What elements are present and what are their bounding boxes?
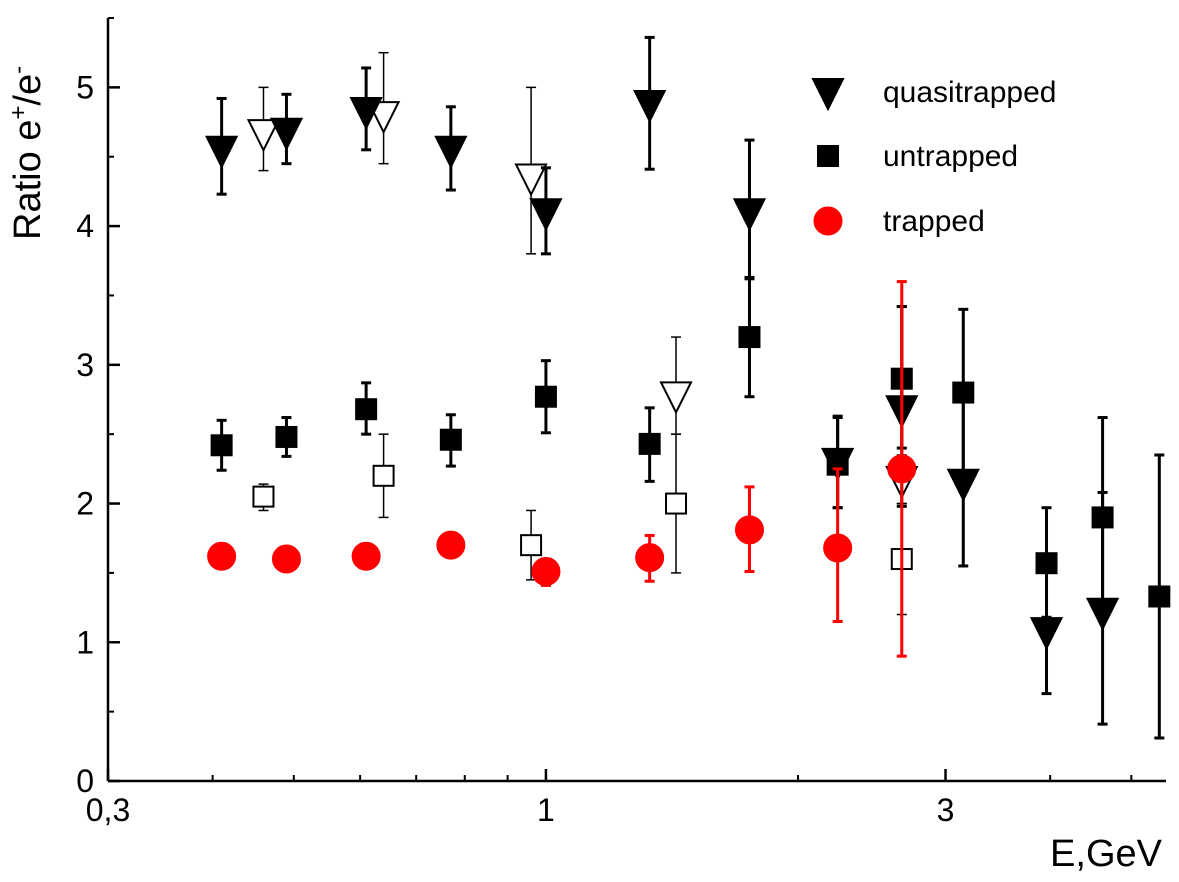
legend-item-quasitrapped: quasitrapped bbox=[811, 76, 1056, 112]
data-point bbox=[946, 468, 980, 502]
data-point bbox=[635, 543, 665, 573]
legend-label: untrapped bbox=[883, 140, 1018, 173]
data-point bbox=[665, 492, 688, 515]
data-point bbox=[372, 464, 395, 487]
legend-marker bbox=[817, 145, 839, 167]
data-point bbox=[531, 557, 561, 587]
data-point bbox=[275, 425, 298, 448]
x-tick-label: 0,3 bbox=[86, 792, 130, 828]
y-tick-label: 4 bbox=[76, 208, 94, 244]
data-point bbox=[1148, 585, 1171, 608]
data-point bbox=[633, 90, 667, 124]
legend-item-trapped: trapped bbox=[813, 205, 985, 238]
legend-marker bbox=[811, 78, 845, 112]
data-point bbox=[659, 381, 693, 415]
series-open-triangle-down bbox=[246, 51, 919, 505]
x-axis-title: E,GeV bbox=[1050, 833, 1163, 875]
data-point bbox=[351, 541, 381, 571]
data-point bbox=[734, 515, 764, 545]
data-point bbox=[520, 534, 543, 557]
axes: 0 1 2 3 4 5 0,3 1 3 bbox=[76, 17, 1166, 828]
data-point bbox=[638, 432, 661, 455]
legend-label: trapped bbox=[883, 205, 985, 238]
y-axis-title-sup-plus: + bbox=[5, 106, 32, 120]
data-point bbox=[529, 198, 563, 232]
y-axis-title-sup-minus: - bbox=[5, 66, 32, 74]
y-tick-label: 5 bbox=[76, 69, 94, 105]
legend-item-untrapped: untrapped bbox=[817, 140, 1018, 173]
legend-marker bbox=[813, 206, 843, 236]
data-point bbox=[514, 163, 548, 197]
data-point bbox=[823, 533, 853, 563]
data-point bbox=[269, 117, 304, 151]
data-point bbox=[1085, 597, 1120, 631]
series-quasitrapped bbox=[205, 35, 1120, 726]
x-tick-label: 1 bbox=[537, 792, 555, 828]
x-tick-label: 3 bbox=[937, 792, 955, 828]
data-point bbox=[434, 135, 468, 170]
series-trapped bbox=[207, 280, 917, 658]
data-point bbox=[207, 541, 237, 571]
y-tick-label: 2 bbox=[76, 486, 94, 522]
data-point bbox=[355, 398, 378, 421]
legend-label: quasitrapped bbox=[883, 76, 1056, 109]
data-point bbox=[349, 96, 383, 131]
data-point bbox=[271, 544, 301, 574]
y-axis-title-main: Ratio e bbox=[7, 120, 49, 240]
y-tick-label: 0 bbox=[76, 763, 94, 799]
data-point bbox=[205, 135, 239, 170]
y-tick-label: 1 bbox=[76, 624, 94, 660]
data-point bbox=[1029, 617, 1064, 651]
data-point bbox=[732, 198, 767, 232]
data-point bbox=[210, 434, 233, 457]
legend: quasitrapped untrapped trapped bbox=[811, 76, 1056, 238]
y-axis-title: Ratio e+/e- bbox=[5, 66, 49, 240]
data-point bbox=[246, 119, 281, 153]
series-untrapped bbox=[210, 275, 1171, 740]
data-point bbox=[534, 385, 557, 408]
data-point bbox=[439, 428, 462, 451]
data-point bbox=[821, 447, 855, 482]
y-axis-title-mid: /e bbox=[7, 74, 49, 106]
y-tick-label: 3 bbox=[76, 347, 94, 383]
plot-area bbox=[205, 35, 1171, 740]
data-point bbox=[436, 530, 466, 560]
series-open-square bbox=[252, 433, 913, 616]
data-point bbox=[887, 454, 917, 484]
data-point bbox=[252, 485, 275, 508]
data-point bbox=[738, 326, 761, 349]
